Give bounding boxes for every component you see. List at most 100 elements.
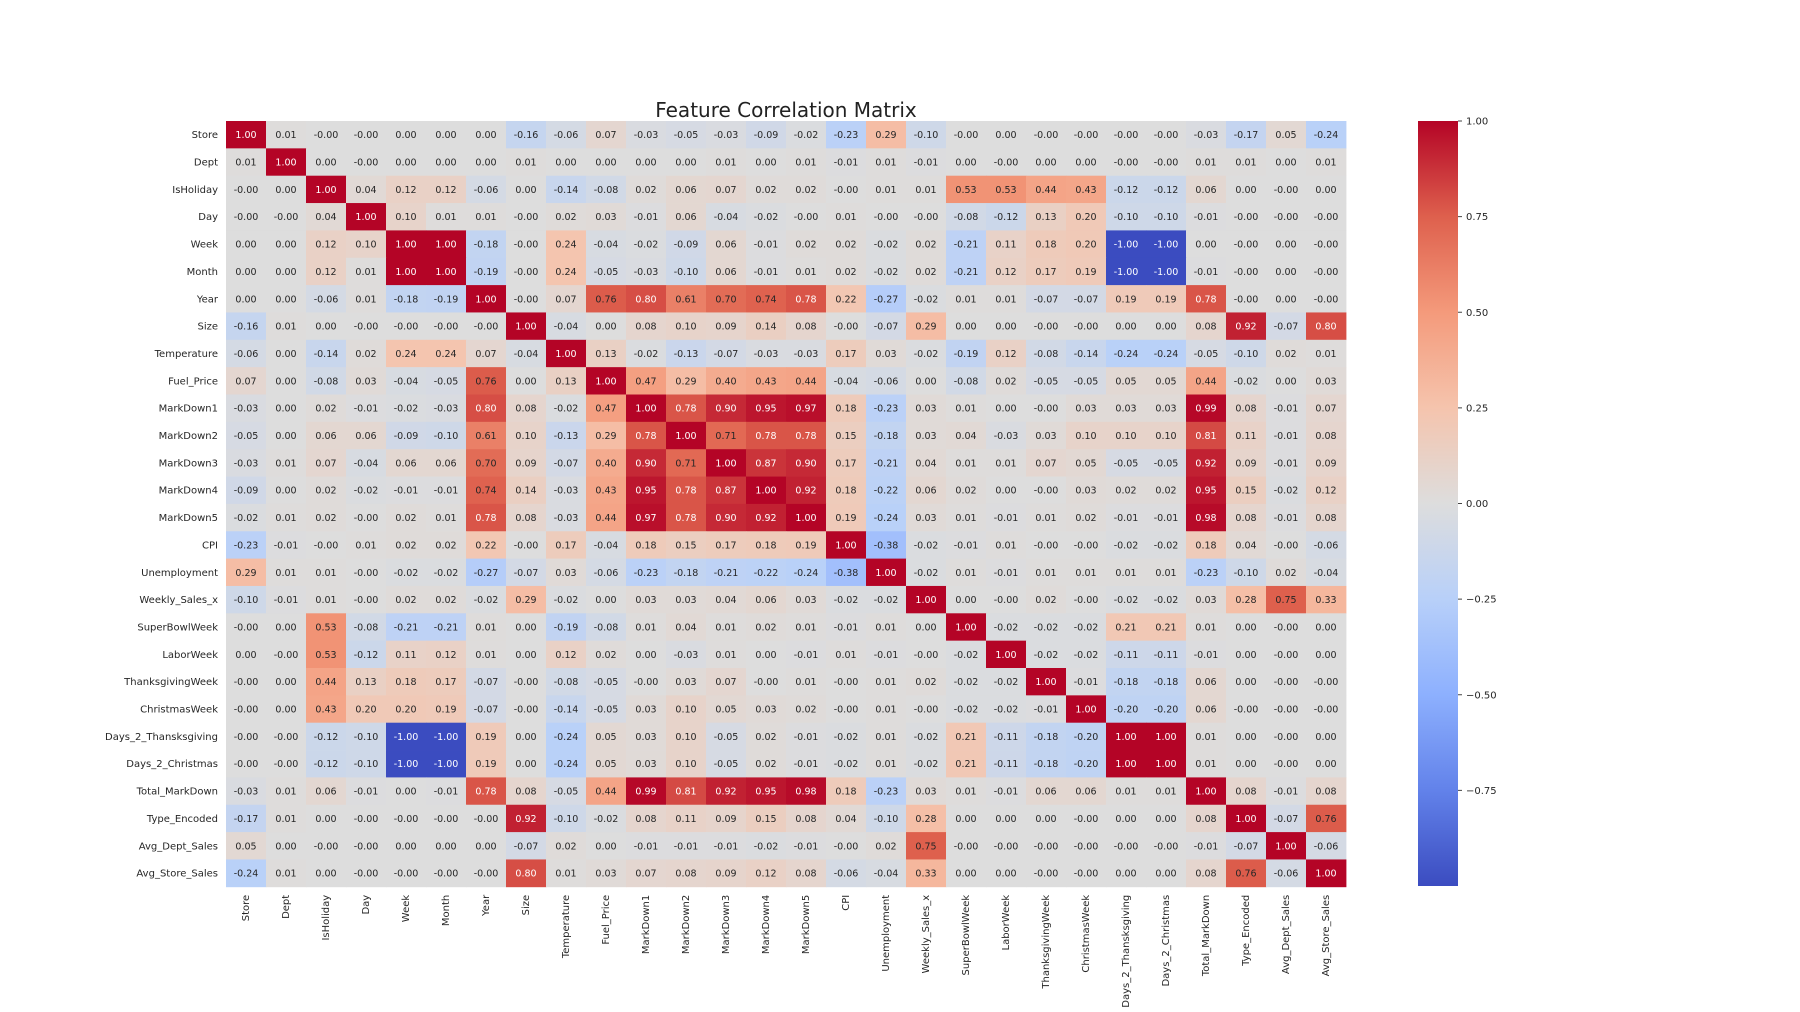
heatmap-cell: [306, 585, 347, 614]
x-tick-label: MarkDown5: [801, 895, 812, 954]
cell-value-label: 0.10: [675, 759, 696, 770]
cell-value-label: 0.12: [435, 185, 456, 196]
heatmap-cell: [266, 148, 307, 177]
cell-value-label: 0.00: [595, 595, 616, 606]
heatmap-cell: [466, 558, 507, 587]
heatmap-cell: [1026, 148, 1067, 177]
cell-value-label: 0.19: [475, 759, 496, 770]
heatmap-cell: [946, 640, 987, 669]
cell-value-label: 0.00: [1035, 814, 1056, 825]
cell-value-label: 0.00: [1275, 267, 1296, 278]
heatmap-cell: [906, 449, 947, 477]
heatmap-cell: [786, 503, 827, 532]
heatmap-cell: [306, 230, 347, 259]
heatmap-cell: [1026, 394, 1067, 423]
heatmap-cell: [506, 585, 547, 614]
heatmap-cell: [466, 695, 507, 724]
cell-value-label: 0.95: [1195, 486, 1216, 497]
x-tick-label: ChristmasWeek: [1081, 895, 1092, 973]
heatmap-cell: [506, 832, 547, 860]
heatmap-cell: [1106, 449, 1147, 477]
heatmap-cell: [1106, 750, 1147, 778]
cell-value-label: -0.00: [1274, 185, 1299, 196]
cell-value-label: 0.07: [1315, 404, 1336, 415]
x-tick-label: Fuel_Price: [601, 895, 612, 945]
cell-value-label: 0.00: [275, 185, 296, 196]
cell-value-label: -0.03: [554, 513, 579, 524]
cell-value-label: -0.10: [914, 130, 939, 141]
cell-value-label: -0.09: [674, 240, 699, 251]
heatmap-cell: [226, 312, 267, 341]
cell-value-label: 0.33: [1315, 595, 1336, 606]
cell-value-label: 0.08: [795, 322, 816, 333]
heatmap-cell: [426, 421, 467, 450]
cell-value-label: 0.05: [595, 759, 616, 770]
cell-value-label: 0.14: [515, 486, 536, 497]
cell-value-label: 0.01: [435, 212, 456, 223]
heatmap-cell: [506, 121, 547, 149]
cell-value-label: 0.11: [1235, 431, 1256, 442]
cell-value-label: -0.00: [1314, 294, 1339, 305]
cell-value-label: 0.44: [1195, 376, 1216, 387]
cell-value-label: -0.02: [794, 130, 819, 141]
heatmap-cell: [866, 449, 907, 477]
heatmap-cell: [626, 230, 667, 259]
heatmap-cell: [586, 777, 627, 806]
heatmap-cell: [586, 640, 627, 669]
cell-value-label: 0.43: [755, 376, 776, 387]
heatmap-cell: [826, 750, 867, 778]
cell-value-label: 0.06: [355, 431, 376, 442]
heatmap-cell: [346, 695, 387, 724]
cell-value-label: -0.01: [1074, 677, 1099, 688]
heatmap-cell: [1026, 367, 1067, 395]
cell-value-label: -0.02: [994, 705, 1019, 716]
heatmap-cell: [1226, 339, 1267, 368]
cell-value-label: 0.00: [275, 240, 296, 251]
heatmap-cell: [826, 695, 867, 724]
heatmap-cell: [226, 558, 267, 587]
cell-value-label: 1.00: [595, 376, 616, 387]
heatmap-cell: [1146, 804, 1187, 833]
cell-value-label: -0.24: [1114, 349, 1139, 360]
cell-value-label: 1.00: [235, 130, 256, 141]
heatmap-cell: [706, 175, 747, 204]
y-tick-label: MarkDown4: [159, 486, 218, 497]
cell-value-label: -0.07: [1274, 322, 1299, 333]
cell-value-label: -0.18: [394, 294, 419, 305]
heatmap-cell: [1266, 777, 1307, 806]
cell-value-label: 0.44: [595, 787, 616, 798]
heatmap-cell: [306, 859, 347, 888]
cell-value-label: 0.78: [795, 294, 816, 305]
cell-value-label: -0.00: [434, 814, 459, 825]
cell-value-label: -0.00: [394, 322, 419, 333]
heatmap-cell: [746, 203, 787, 231]
heatmap-cell: [1306, 750, 1347, 778]
cell-value-label: 1.00: [435, 240, 456, 251]
cell-value-label: 0.01: [835, 212, 856, 223]
cell-value-label: -0.03: [634, 130, 659, 141]
cell-value-label: 0.00: [395, 130, 416, 141]
heatmap-cell: [746, 121, 787, 149]
cell-value-label: 0.05: [1115, 376, 1136, 387]
heatmap-cell: [226, 367, 267, 395]
cell-value-label: 1.00: [1155, 732, 1176, 743]
cell-value-label: 0.04: [955, 431, 976, 442]
cell-value-label: -0.03: [234, 787, 259, 798]
cell-value-label: 0.06: [315, 787, 336, 798]
cell-value-label: -0.04: [514, 349, 539, 360]
cell-value-label: 0.00: [635, 158, 656, 169]
heatmap-cell: [386, 859, 427, 888]
cell-value-label: 0.19: [795, 540, 816, 551]
cell-value-label: -0.04: [714, 212, 739, 223]
cell-value-label: 0.92: [755, 513, 776, 524]
heatmap-cell: [906, 503, 947, 532]
heatmap-cell: [866, 148, 907, 177]
heatmap-cell: [1226, 859, 1267, 888]
cell-value-label: 0.29: [675, 376, 696, 387]
cell-value-label: -0.02: [1074, 622, 1099, 633]
cell-value-label: -0.14: [554, 185, 579, 196]
cell-value-label: 0.18: [835, 787, 856, 798]
x-tick-label: Total_MarkDown: [1201, 895, 1212, 977]
heatmap-cell: [1186, 558, 1227, 587]
heatmap-cell: [506, 722, 547, 751]
